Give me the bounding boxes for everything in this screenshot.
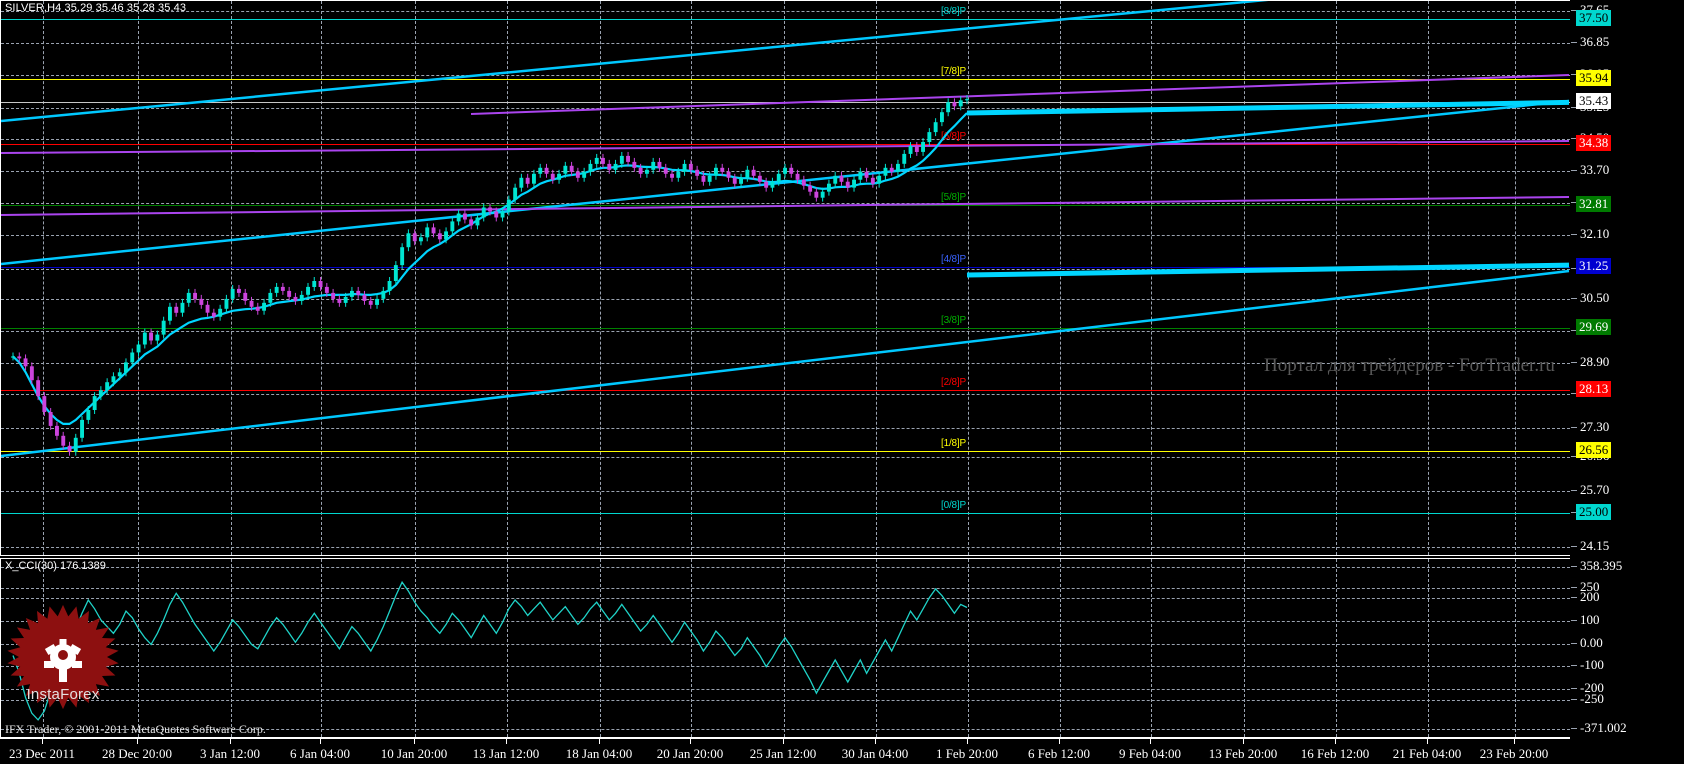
time-axis-tick [1335,739,1336,744]
murrey-level-line [1,19,1570,20]
murrey-level-line [1,144,1570,145]
indicator-header-label: X_CCI(30) 176.1389 [5,560,106,572]
time-axis-tick [1427,739,1428,744]
time-axis-label: 18 Jan 04:00 [565,746,633,761]
murrey-level-line [1,267,1570,268]
time-axis-tick [137,739,138,744]
indicator-axis-tick: 100 [1571,612,1600,628]
murrey-level-label: [3/8]P [941,315,966,326]
price-axis-tick: 28.90 [1571,354,1609,370]
indicator-axis-tick: -250 [1571,691,1604,707]
time-axis[interactable]: 23 Dec 2011 28 Dec 20:00 3 Jan 12:00 6 Jan … [0,738,1570,764]
time-axis-tick [1243,739,1244,744]
time-axis-tick [1514,739,1515,744]
murrey-level-line [1,451,1570,452]
price-axis-tick: 30.50 [1571,290,1609,306]
murrey-level-line [1,79,1570,80]
time-axis-label: 21 Feb 04:00 [1392,746,1462,761]
price-axis-tick: 24.15 [1571,538,1609,554]
murrey-level-label: [1/8]P [941,438,966,449]
indicator-axis-scale[interactable]: 358.395 250 200 100 0.00 -100 -200 -250 -371.002 [1570,558,1684,738]
time-axis-label: 6 Feb 12:00 [1027,746,1091,761]
time-axis-label: 10 Jan 20:00 [380,746,448,761]
instaforex-logo: InstaForex [4,601,122,711]
time-axis-tick [599,739,600,744]
price-chart-pane[interactable]: [8/8]P [7/8]P [6/8]P [5/8]P [4/8]P [3/8]P [2/8… [0,0,1570,556]
indicator-axis-tick: -371.002 [1571,720,1627,736]
time-axis-tick [783,739,784,744]
indicator-axis-tick: 358.395 [1571,558,1622,574]
copyright-label: IFX Trader, © 2001-2011 MetaQuotes Softw… [5,722,266,736]
price-level-tag: 32.81 [1576,196,1612,212]
time-axis-label: 6 Jan 04:00 [290,746,350,761]
price-level-tag: 28.13 [1576,381,1612,397]
logo-caption: InstaForex [26,686,100,703]
murrey-level-line [1,513,1570,514]
price-axis-tick: 25.70 [1571,482,1609,498]
indicator-axis-tick: 200 [1571,589,1600,605]
time-axis-tick [967,739,968,744]
indicator-axis-tick: 0.00 [1571,635,1603,651]
time-axis-label: 25 Jan 12:00 [749,746,817,761]
time-axis-label: 30 Jan 04:00 [841,746,909,761]
indicator-pane[interactable] [0,558,1570,738]
price-axis-tick: 36.85 [1571,34,1609,50]
time-axis-label: 23 Dec 2011 [9,746,75,761]
time-axis-tick [320,739,321,744]
price-level-tag: 34.38 [1576,135,1612,151]
time-axis-label: 16 Feb 12:00 [1300,746,1370,761]
time-axis-label: 13 Feb 20:00 [1208,746,1278,761]
murrey-level-line [1,390,1570,391]
time-axis-tick [230,739,231,744]
murrey-level-label: [7/8]P [941,66,966,77]
symbol-header-label: SILVER,H4 35.29 35.46 35.28 35.43 [5,2,187,14]
time-axis-label: 28 Dec 20:00 [101,746,173,761]
price-level-tag: 37.50 [1576,10,1612,26]
murrey-level-label: [0/8]P [941,500,966,511]
time-axis-tick [1059,739,1060,744]
price-axis-tick: 27.30 [1571,419,1609,435]
time-axis-tick [42,739,43,744]
murrey-level-label: [5/8]P [941,192,966,203]
time-axis-tick [506,739,507,744]
price-level-tag: 25.00 [1576,504,1612,520]
indicator-axis-tick: -100 [1571,657,1604,673]
price-axis-scale[interactable]: 37.6536.8536.0535.2534.5033.7032.9032.10… [1570,0,1684,556]
price-level-tag: 35.94 [1576,70,1612,86]
time-axis-label: 13 Jan 12:00 [472,746,540,761]
indicator-series-svg [12,580,968,721]
time-axis-tick [875,739,876,744]
indicator-plot-area [1,559,1570,737]
indicator-axis-tick: 250 [1571,579,1600,595]
time-axis-tick [690,739,691,744]
murrey-level-label: [2/8]P [941,377,966,388]
murrey-level-label: [8/8]P [941,6,966,17]
logo-starburst-icon [7,604,119,710]
gear-icon [44,639,82,682]
indicator-axis-tick: -200 [1571,680,1604,696]
time-axis-label: 20 Jan 20:00 [656,746,724,761]
price-level-tag: 29.69 [1576,319,1612,335]
watermark-text: Портал для трейдеров - ForTrader.ru [1264,355,1555,376]
price-level-tag: 26.56 [1576,442,1612,458]
murrey-level-line [1,328,1570,329]
time-axis-tick [1150,739,1151,744]
price-series-svg [1,1,1570,458]
murrey-level-label: [6/8]P [941,131,966,142]
time-axis-label: 23 Feb 20:00 [1479,746,1549,761]
time-axis-tick [414,739,415,744]
time-axis-label: 1 Feb 20:00 [935,746,999,761]
price-level-tag: 35.43 [1576,93,1612,109]
murrey-level-label: [4/8]P [941,254,966,265]
price-axis-tick: 33.70 [1571,162,1609,178]
price-axis-tick: 32.10 [1571,226,1609,242]
price-plot-area: [8/8]P [7/8]P [6/8]P [5/8]P [4/8]P [3/8]P [2/8… [1,1,1570,555]
price-level-tag: 31.25 [1576,258,1612,274]
time-axis-label: 9 Feb 04:00 [1118,746,1182,761]
time-axis-label: 3 Jan 12:00 [200,746,260,761]
